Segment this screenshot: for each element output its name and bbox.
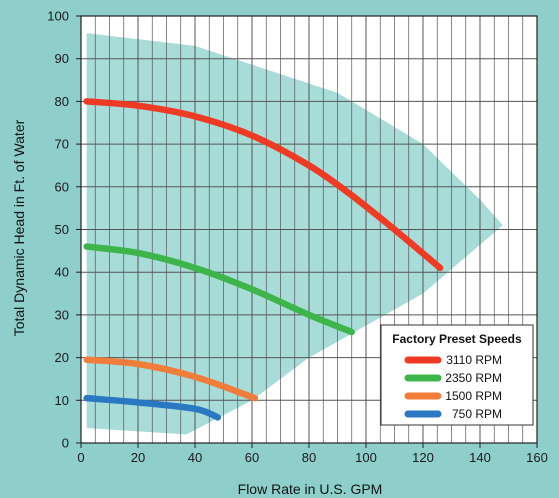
y-tick-label: 20	[55, 350, 69, 365]
x-axis-title: Flow Rate in U.S. GPM	[238, 481, 383, 497]
legend-items: 3110 RPM 2350 RPM 1500 RPM 750 RPM	[404, 353, 502, 421]
series-lines	[83, 98, 444, 421]
x-tick-label: 80	[302, 450, 316, 465]
legend-label-3: 750 RPM	[452, 407, 502, 421]
x-tick-label: 0	[77, 450, 84, 465]
x-tick-label: 40	[188, 450, 202, 465]
y-tick-label: 70	[55, 137, 69, 152]
x-tick-label: 100	[355, 450, 377, 465]
y-tick-label: 50	[55, 222, 69, 237]
y-tick-label: 0	[62, 436, 69, 451]
y-tick-label: 30	[55, 307, 69, 322]
legend-label-2: 1500 RPM	[445, 389, 502, 403]
x-tick-label: 160	[526, 450, 548, 465]
x-tick-label: 140	[469, 450, 491, 465]
x-tick-label: 60	[245, 450, 259, 465]
y-tick-label: 100	[47, 9, 69, 24]
legend-title: Factory Preset Speeds	[392, 332, 522, 346]
y-tick-label: 40	[55, 265, 69, 280]
legend-label-0: 3110 RPM	[446, 353, 502, 367]
series-line-1	[83, 243, 355, 336]
series-line-0	[83, 98, 444, 272]
y-axis-title: Total Dynamic Head in Ft. of Water	[11, 119, 27, 336]
y-axis-ticks: 0 10 20 30 40 50 60 70 80 90 100	[47, 9, 81, 451]
series-line-2	[83, 356, 259, 402]
y-tick-label: 10	[55, 393, 69, 408]
y-tick-label: 90	[55, 51, 69, 66]
x-tick-label: 120	[412, 450, 434, 465]
x-tick-label: 20	[131, 450, 145, 465]
legend-label-1: 2350 RPM	[445, 371, 502, 385]
x-axis-ticks: 0 20 40 60 80 100 120 140 160	[77, 443, 548, 465]
legend: Factory Preset Speeds 3110 RPM 2350 RPM 15…	[380, 324, 534, 426]
series-line-3	[83, 394, 222, 421]
y-tick-label: 80	[55, 94, 69, 109]
y-tick-label: 60	[55, 179, 69, 194]
